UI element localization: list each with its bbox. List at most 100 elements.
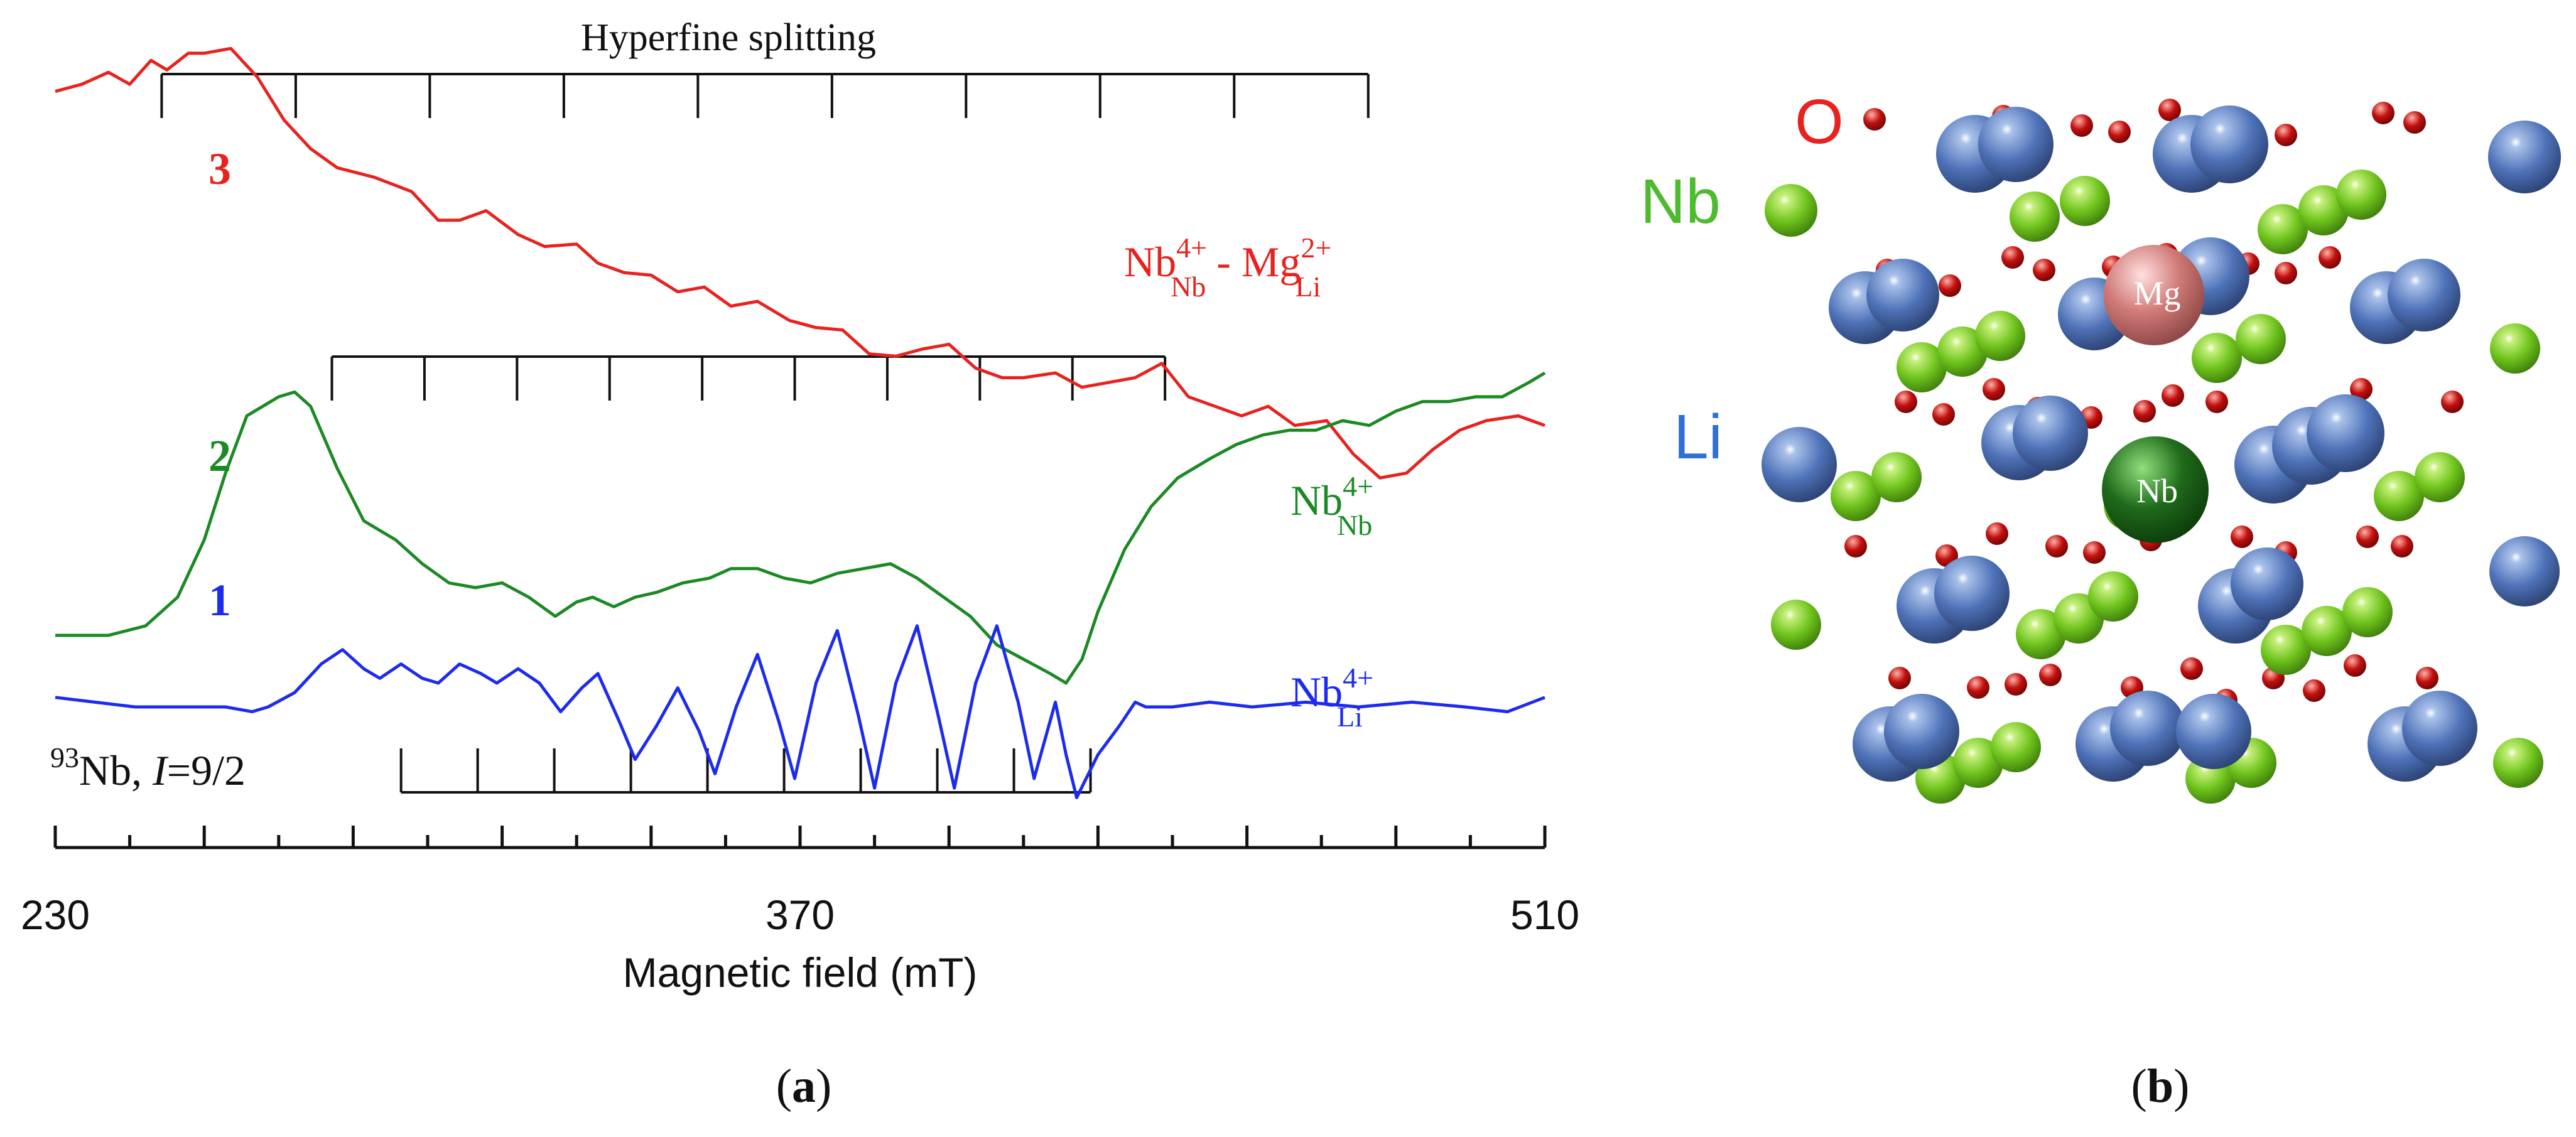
- crystal-atoms: [1762, 99, 2561, 804]
- magnesium-atom: [2104, 245, 2204, 345]
- x-axis: 230 370 510 Magnetic field (mT): [21, 826, 1579, 996]
- lithium-atom: [2388, 259, 2460, 331]
- atom-label-mg: Mg: [2133, 274, 2180, 312]
- element-label-nb: Nb: [1640, 166, 1721, 237]
- x-axis-ticks: [53, 826, 1547, 848]
- panel-label-b: (b): [2131, 1060, 2190, 1113]
- x-tick-label-510: 510: [1510, 892, 1579, 938]
- niobium-atom: [1897, 342, 1947, 392]
- oxygen-atom: [2033, 259, 2055, 281]
- oxygen-atom: [1967, 676, 1989, 699]
- oxygen-atom: [2133, 400, 2156, 423]
- niobium-atom: [1871, 452, 1922, 502]
- niobium-atom: [2336, 170, 2386, 220]
- series-3-number: 3: [208, 144, 231, 194]
- niobium-atom: [2342, 587, 2393, 637]
- niobium-atom: [2016, 609, 2066, 659]
- oxygen-atom: [2180, 657, 2203, 680]
- oxygen-atom: [2070, 114, 2093, 137]
- hyperfine-splitting-title: Hyperfine splitting: [581, 16, 876, 59]
- x-tick-label-370: 370: [766, 892, 835, 938]
- niobium-atom: [1771, 600, 1821, 650]
- hyperfine-comb-3: [160, 73, 1370, 118]
- oxygen-atom: [1844, 535, 1867, 558]
- series-1-number: 1: [208, 575, 231, 625]
- niobium-center-atom: [2102, 436, 2209, 543]
- oxygen-atom: [1932, 403, 1955, 426]
- lithium-atom: [2231, 547, 2303, 620]
- lithium-atom: [2489, 536, 2560, 606]
- oxygen-atom: [2403, 111, 2426, 134]
- lithium-atom: [2110, 691, 2185, 766]
- spectra-series: [55, 46, 1546, 799]
- lithium-atom: [1934, 556, 2010, 631]
- lithium-atom: [2402, 691, 2477, 766]
- series-2-number: 2: [208, 431, 231, 481]
- oxygen-atom: [2162, 384, 2184, 407]
- niobium-atom: [1975, 311, 2025, 361]
- oxygen-atom: [2083, 541, 2106, 564]
- oxygen-atom: [2205, 391, 2228, 413]
- hyperfine-comb-1: [399, 748, 1092, 794]
- oxygen-atom: [1895, 391, 1917, 413]
- series-2-label: Nb4+ Nb: [1291, 470, 1373, 541]
- oxygen-atom: [2005, 673, 2027, 696]
- oxygen-atom: [2108, 121, 2131, 143]
- oxygen-atom: [2158, 99, 2181, 121]
- oxygen-atom: [1888, 667, 1911, 689]
- crystal-structure: O Nb Li Mg Nb (b): [1640, 87, 2561, 1113]
- oxygen-atom: [2356, 525, 2379, 548]
- atom-label-nb: Nb: [2136, 472, 2178, 510]
- epr-spectra-chart: Hyperfine splitting 3 2 1 Nb4+ Nb - Mg2+ L…: [21, 16, 1579, 1113]
- niobium-atom: [2261, 625, 2311, 675]
- niobium-atom: [2192, 333, 2242, 383]
- niobium-atom: [2415, 452, 2465, 502]
- nucleus-label: 93Nb, I=9/2: [50, 741, 246, 794]
- oxygen-atom: [2303, 679, 2325, 702]
- oxygen-atom: [1939, 274, 1961, 297]
- oxygen-atom: [2319, 246, 2341, 269]
- hyperfine-comb-2: [330, 355, 1167, 401]
- niobium-atom: [2258, 204, 2308, 254]
- oxygen-atom: [2039, 664, 2062, 686]
- oxygen-atom: [2391, 535, 2413, 558]
- lithium-atom: [2013, 396, 2088, 471]
- lithium-atom: [1884, 694, 1959, 769]
- element-label-o: O: [1795, 87, 1844, 157]
- x-tick-label-230: 230: [21, 892, 90, 938]
- niobium-atom: [2302, 606, 2352, 656]
- lithium-atom: [2307, 394, 2384, 472]
- oxygen-atom: [2350, 378, 2373, 401]
- niobium-atom: [2088, 571, 2138, 622]
- lithium-atom: [1978, 107, 2054, 182]
- niobium-atom: [1937, 326, 1988, 377]
- oxygen-atom: [2275, 124, 2297, 146]
- series-1-label: Nb4+ Li: [1291, 662, 1373, 733]
- oxygen-atom: [2372, 102, 2395, 124]
- niobium-atom: [1765, 184, 1817, 237]
- panel-label-a: (a): [776, 1060, 832, 1113]
- niobium-atom: [2010, 191, 2060, 242]
- niobium-atom: [2298, 185, 2349, 235]
- hyperfine-combs: [160, 73, 1370, 794]
- oxygen-atom: [1863, 108, 1886, 131]
- lithium-atom: [1866, 259, 1939, 331]
- lithium-atom: [1762, 427, 1837, 502]
- niobium-atom: [2374, 471, 2424, 521]
- series-2-line: [55, 371, 1546, 685]
- x-axis-title: Magnetic field (mT): [623, 949, 978, 996]
- oxygen-atom: [2416, 667, 2438, 689]
- oxygen-atom: [1986, 522, 2008, 545]
- lithium-atom: [2488, 121, 2561, 193]
- oxygen-atom: [2441, 391, 2464, 413]
- lithium-atom: [2176, 694, 2251, 769]
- element-label-li: Li: [1674, 402, 1723, 472]
- lithium-atom: [2190, 105, 2268, 183]
- series-3-label: Nb4+ Nb - Mg2+ Li: [1124, 232, 1331, 303]
- niobium-atom: [2236, 314, 2286, 364]
- series-3-line: [55, 46, 1545, 480]
- series-1-line: [55, 624, 1545, 799]
- niobium-atom: [2060, 176, 2110, 226]
- oxygen-atom: [2344, 654, 2366, 677]
